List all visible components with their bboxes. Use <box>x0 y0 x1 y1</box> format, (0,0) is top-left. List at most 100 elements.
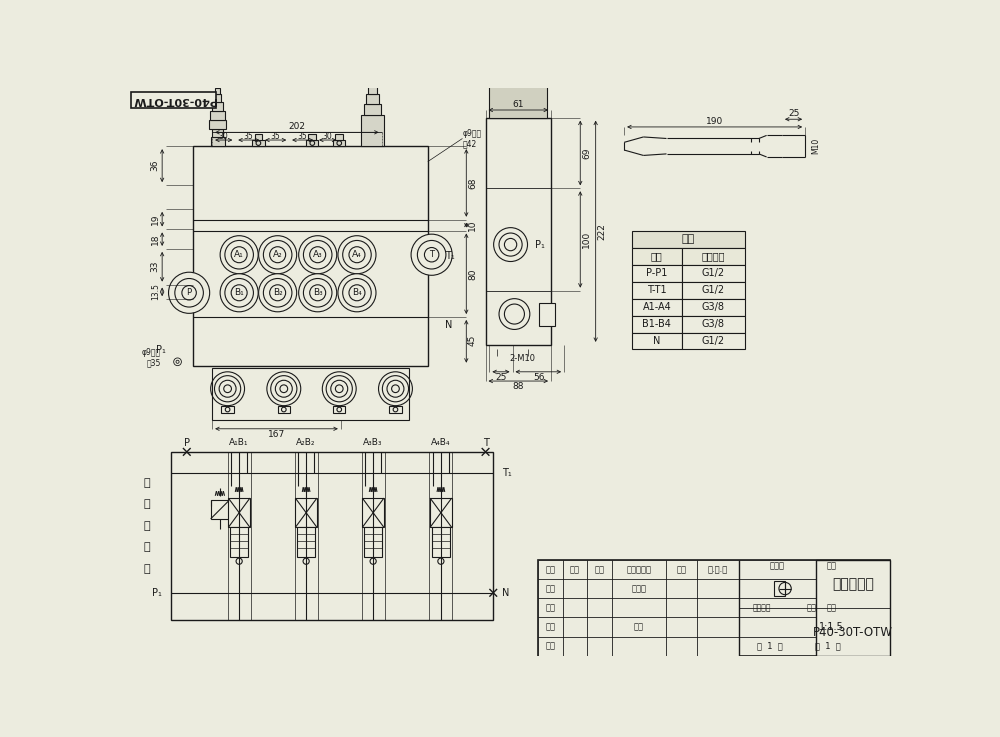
Circle shape <box>504 238 517 251</box>
Bar <box>212 129 223 137</box>
Text: 30: 30 <box>323 132 333 141</box>
Bar <box>495 29 542 43</box>
Circle shape <box>343 279 371 307</box>
Bar <box>497 21 539 31</box>
Bar <box>306 140 318 146</box>
Circle shape <box>299 273 337 312</box>
Circle shape <box>231 284 247 301</box>
Bar <box>682 315 745 332</box>
Circle shape <box>310 284 326 301</box>
Text: T: T <box>429 251 434 259</box>
Text: B1-B4: B1-B4 <box>642 319 671 329</box>
Circle shape <box>303 558 309 565</box>
Bar <box>295 498 317 528</box>
Text: B₄: B₄ <box>352 288 362 297</box>
Text: 四联多路阀: 四联多路阀 <box>832 577 874 591</box>
Bar <box>215 88 220 94</box>
Bar <box>682 298 745 315</box>
Text: 螺纹规格: 螺纹规格 <box>702 251 725 262</box>
Text: 高42: 高42 <box>462 139 477 148</box>
Circle shape <box>392 385 399 393</box>
Circle shape <box>231 247 247 262</box>
Text: 分区: 分区 <box>595 565 605 574</box>
Circle shape <box>326 376 352 402</box>
Circle shape <box>225 279 253 307</box>
Text: B₁: B₁ <box>234 288 244 297</box>
Bar <box>230 528 248 556</box>
Bar <box>774 581 785 596</box>
Text: B₃: B₃ <box>313 288 323 297</box>
Bar <box>499 16 537 23</box>
Bar <box>193 146 428 366</box>
Circle shape <box>169 272 210 313</box>
Bar <box>297 528 315 556</box>
Circle shape <box>259 273 297 312</box>
Text: G3/8: G3/8 <box>702 319 725 329</box>
Text: 签名: 签名 <box>676 565 686 574</box>
Text: A₃: A₃ <box>313 251 323 259</box>
Bar <box>632 282 682 298</box>
Text: A₂: A₂ <box>273 251 283 259</box>
Text: 共  1  张: 共 1 张 <box>757 642 783 651</box>
Circle shape <box>370 558 376 565</box>
Text: 校对: 校对 <box>545 604 555 612</box>
Circle shape <box>263 279 292 307</box>
Circle shape <box>282 408 286 412</box>
Bar <box>632 265 682 282</box>
Bar <box>361 116 384 146</box>
Circle shape <box>499 233 522 256</box>
Bar <box>682 265 745 282</box>
Circle shape <box>393 408 398 412</box>
Circle shape <box>379 371 412 405</box>
Text: 10: 10 <box>468 220 477 231</box>
Text: 工艺: 工艺 <box>545 642 555 651</box>
Text: P40-30T-OTW: P40-30T-OTW <box>813 626 893 638</box>
Text: G1/2: G1/2 <box>702 285 725 296</box>
Text: 处数: 处数 <box>570 565 580 574</box>
Text: 18: 18 <box>151 234 160 245</box>
Circle shape <box>175 279 203 307</box>
Circle shape <box>382 376 409 402</box>
Text: 33: 33 <box>151 261 160 273</box>
Circle shape <box>236 558 242 565</box>
Bar <box>739 560 816 608</box>
Bar <box>278 405 290 413</box>
Text: T: T <box>483 438 488 447</box>
Circle shape <box>417 240 446 269</box>
Circle shape <box>411 234 452 276</box>
Text: 图: 图 <box>143 564 150 574</box>
Circle shape <box>343 240 371 269</box>
Circle shape <box>219 380 236 397</box>
Text: 25: 25 <box>788 109 799 119</box>
Text: 222: 222 <box>597 223 606 240</box>
Text: G1/2: G1/2 <box>702 336 725 346</box>
Text: P₁: P₁ <box>156 345 166 355</box>
Text: 190: 190 <box>706 117 723 126</box>
Text: G1/2: G1/2 <box>702 268 725 279</box>
Text: 167: 167 <box>268 430 285 439</box>
Bar <box>364 528 382 556</box>
Bar <box>212 368 409 419</box>
Bar <box>228 498 250 528</box>
Bar <box>682 332 745 349</box>
Text: 更改文件号: 更改文件号 <box>626 565 651 574</box>
Text: 80: 80 <box>468 268 477 279</box>
Circle shape <box>387 380 404 397</box>
Text: 2-M10: 2-M10 <box>509 354 535 363</box>
Text: 静良标记: 静良标记 <box>753 604 771 612</box>
Text: P₁: P₁ <box>535 240 545 250</box>
Text: 设计: 设计 <box>545 584 555 593</box>
Text: 30: 30 <box>219 132 229 141</box>
Circle shape <box>349 284 365 301</box>
Circle shape <box>335 385 343 393</box>
Circle shape <box>263 240 292 269</box>
Text: T₁: T₁ <box>502 469 512 478</box>
Text: 68: 68 <box>468 177 477 189</box>
Circle shape <box>494 228 528 262</box>
Circle shape <box>349 247 365 262</box>
Text: T-T1: T-T1 <box>647 285 667 296</box>
Bar <box>538 560 739 656</box>
Circle shape <box>438 558 444 565</box>
Text: T₁: T₁ <box>445 251 454 261</box>
Text: B₂: B₂ <box>273 288 283 297</box>
